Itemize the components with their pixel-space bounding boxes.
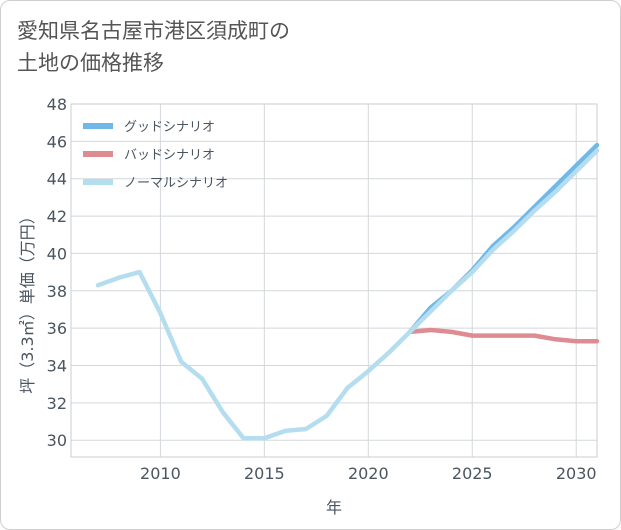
x-tick-label: 2020 [348, 464, 389, 483]
x-tick-labels: 2010 2015 2020 2025 2030 [140, 464, 597, 483]
series-line-1 [407, 327, 600, 344]
x-tick-label: 2025 [452, 464, 493, 483]
y-tick-label: 36 [47, 319, 67, 338]
title-line-1: 愛知県名古屋市港区須成町の [17, 19, 290, 43]
y-tick-label: 34 [47, 356, 67, 375]
y-tick-label: 44 [47, 170, 67, 189]
y-tick-label: 48 [47, 95, 67, 114]
chart-title: 愛知県名古屋市港区須成町の 土地の価格推移 [17, 15, 537, 79]
x-tick-label: 2030 [556, 464, 597, 483]
series-layer [95, 142, 600, 441]
y-tick-label: 32 [47, 394, 67, 413]
legend-label: ノーマルシナリオ [124, 176, 228, 191]
x-axis-label: 年 [326, 498, 342, 517]
y-tick-label: 42 [47, 207, 67, 226]
legend-label: グッドシナリオ [124, 120, 215, 135]
y-tick-label: 46 [47, 132, 67, 151]
y-axis-label: 坪（3.3㎡）単価（万円） [18, 208, 37, 393]
series-line-2 [95, 148, 600, 441]
y-tick-label: 40 [47, 244, 67, 263]
legend-label: バッドシナリオ [124, 148, 215, 163]
x-tick-label: 2015 [244, 464, 285, 483]
title-line-2: 土地の価格推移 [17, 51, 164, 75]
x-tick-label: 2010 [140, 464, 181, 483]
y-tick-labels: 30 32 34 36 38 40 42 44 46 48 [47, 95, 67, 450]
y-tick-label: 30 [47, 431, 67, 450]
plot-area-border [70, 103, 598, 458]
y-tick-label: 38 [47, 282, 67, 301]
